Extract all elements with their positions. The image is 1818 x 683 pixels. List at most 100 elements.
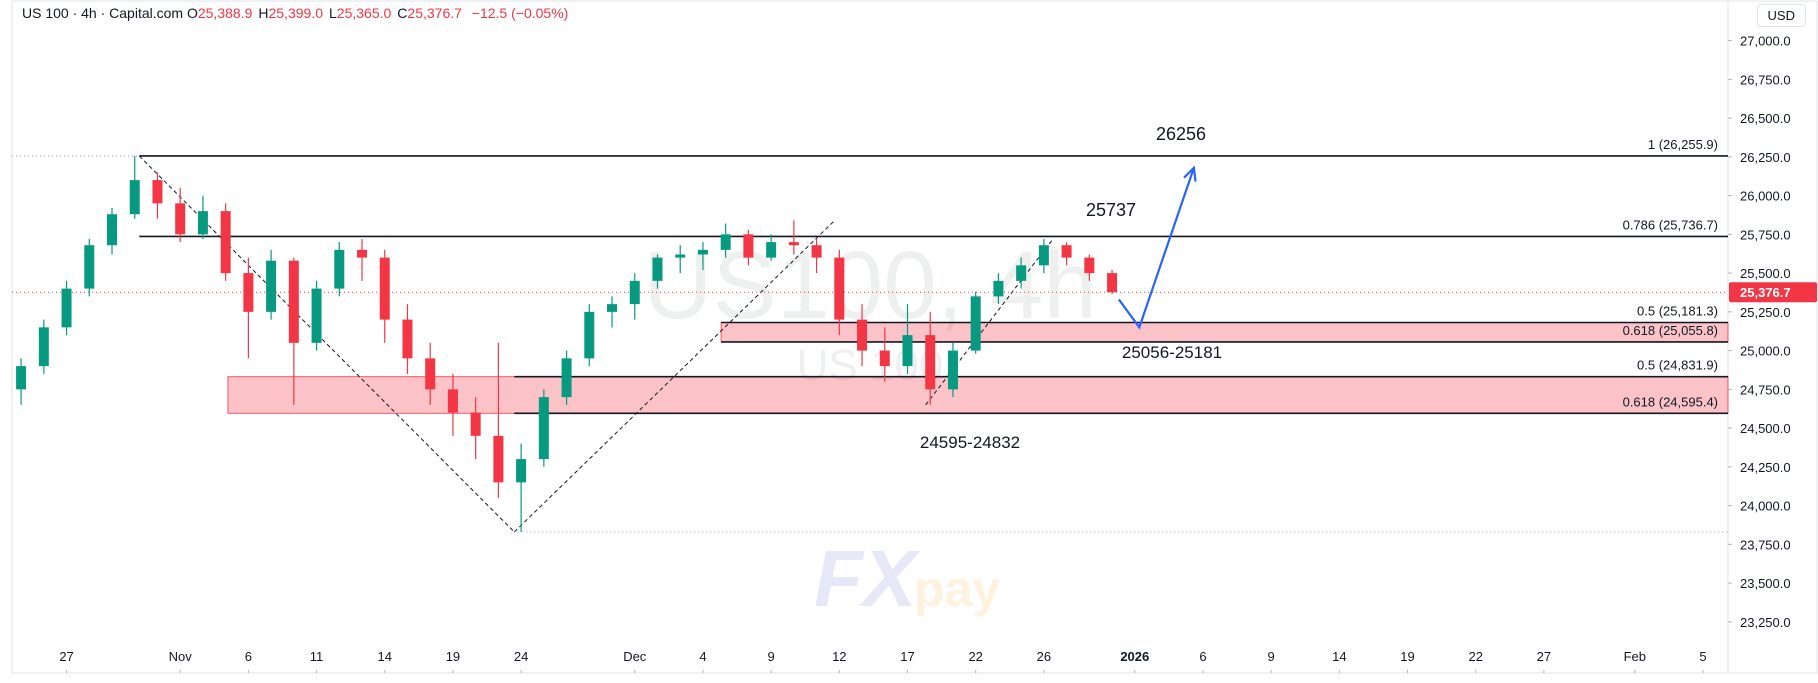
change: −12.5 (−0.05%) bbox=[471, 5, 569, 21]
candle-body bbox=[925, 335, 936, 390]
candle-body bbox=[879, 350, 890, 367]
candle-body bbox=[493, 435, 504, 483]
arrow-head bbox=[1183, 165, 1197, 182]
candle-body bbox=[675, 254, 686, 258]
candle-body bbox=[379, 257, 390, 320]
logo: FX bbox=[814, 534, 921, 623]
candle-body bbox=[61, 288, 72, 328]
currency-button[interactable]: USD bbox=[1756, 4, 1806, 27]
candle-body bbox=[652, 257, 663, 281]
candle-body bbox=[425, 358, 436, 390]
x-tick-label: 27 bbox=[1537, 649, 1551, 664]
watermark: US 100 bbox=[797, 341, 944, 390]
candle-body bbox=[834, 257, 845, 320]
y-tick-label: 24,000.0 bbox=[1740, 499, 1791, 514]
ohlc-key: O bbox=[186, 5, 198, 21]
candle-body bbox=[470, 412, 481, 436]
x-tick-label: 12 bbox=[832, 649, 846, 664]
candle-body bbox=[561, 358, 572, 398]
logo: pay bbox=[914, 561, 1000, 617]
candle-body bbox=[811, 245, 822, 258]
ohlc-value: 25,399.0 bbox=[268, 5, 323, 21]
fib-label: 1 (26,255.9) bbox=[1648, 137, 1718, 152]
candle-body bbox=[447, 389, 458, 413]
candle-body bbox=[788, 242, 799, 246]
x-tick-label: 19 bbox=[1400, 649, 1414, 664]
fib-label: 0.618 (25,055.8) bbox=[1623, 323, 1718, 338]
plot-frame bbox=[11, 0, 1818, 674]
candle-body bbox=[84, 245, 95, 289]
x-tick-label: 14 bbox=[378, 649, 392, 664]
candle-body bbox=[607, 304, 618, 312]
annotation: 24595-24832 bbox=[920, 433, 1020, 452]
fib-label: 0.5 (25,181.3) bbox=[1637, 304, 1718, 319]
x-tick-label: 9 bbox=[768, 649, 775, 664]
y-tick-label: 26,000.0 bbox=[1740, 189, 1791, 204]
y-tick-label: 27,000.0 bbox=[1740, 34, 1791, 49]
candle-body bbox=[220, 211, 231, 274]
x-tick-label: 4 bbox=[699, 649, 706, 664]
x-tick-label: 9 bbox=[1268, 649, 1275, 664]
annotation: 26256 bbox=[1156, 124, 1206, 144]
header: US 100 · 4h · Capital.com O25,388.9 H25,3… bbox=[22, 5, 574, 21]
candle-body bbox=[1061, 245, 1072, 258]
x-tick-label: 27 bbox=[59, 649, 73, 664]
y-tick-label: 24,250.0 bbox=[1740, 460, 1791, 475]
candle-body bbox=[697, 249, 708, 255]
y-tick-label: 26,750.0 bbox=[1740, 72, 1791, 87]
candle-body bbox=[629, 280, 640, 305]
candle-body bbox=[266, 260, 277, 312]
candle-body bbox=[334, 249, 345, 289]
symbol: US 100 · 4h · Capital.com bbox=[22, 5, 184, 21]
annotation: 25737 bbox=[1086, 200, 1136, 220]
candle-body bbox=[107, 214, 118, 246]
candle-body bbox=[129, 180, 140, 215]
candle-body bbox=[1107, 273, 1118, 293]
x-tick-label: Nov bbox=[169, 649, 193, 664]
candle-body bbox=[402, 319, 413, 359]
zone bbox=[720, 322, 1729, 343]
last-price-label: 25,376.7 bbox=[1740, 285, 1791, 300]
ohlc-value: 25,388.9 bbox=[197, 5, 253, 21]
y-tick-label: 25,250.0 bbox=[1740, 305, 1791, 320]
y-tick-label: 24,500.0 bbox=[1740, 421, 1791, 436]
x-tick-label: 6 bbox=[1199, 649, 1206, 664]
ohlc: O25,388.9 H25,399.0 L25,365.0 C25,376.7 bbox=[187, 5, 468, 21]
y-tick-label: 24,750.0 bbox=[1740, 382, 1791, 397]
y-tick-label: 23,250.0 bbox=[1740, 615, 1791, 630]
candle-body bbox=[16, 366, 27, 390]
trendline bbox=[513, 220, 836, 533]
y-tick-label: 23,750.0 bbox=[1740, 537, 1791, 552]
x-tick-label: 11 bbox=[310, 649, 324, 664]
x-tick-label: 24 bbox=[514, 649, 528, 664]
candle-body bbox=[1016, 265, 1027, 281]
x-tick-label: 22 bbox=[1468, 649, 1482, 664]
y-tick-label: 23,500.0 bbox=[1740, 576, 1791, 591]
candle-body bbox=[743, 234, 754, 258]
x-tick-label: 19 bbox=[446, 649, 460, 664]
candle-body bbox=[38, 327, 49, 367]
candle-body bbox=[857, 319, 868, 351]
x-tick-label: 22 bbox=[968, 649, 982, 664]
fib-label: 0.5 (24,831.9) bbox=[1637, 358, 1718, 373]
ohlc-key: C bbox=[397, 5, 408, 21]
y-tick-label: 25,000.0 bbox=[1740, 344, 1791, 359]
candle-body bbox=[720, 234, 731, 250]
y-tick-label: 25,500.0 bbox=[1740, 266, 1791, 281]
ohlc-key: H bbox=[258, 5, 269, 21]
ohlc-value: 25,376.7 bbox=[407, 5, 462, 21]
fib-label: 0.618 (24,595.4) bbox=[1623, 394, 1718, 409]
candle-body bbox=[243, 273, 254, 312]
candle-body bbox=[288, 260, 299, 343]
x-tick-label: 17 bbox=[900, 649, 914, 664]
x-tick-label: 5 bbox=[1699, 649, 1706, 664]
candle-body bbox=[766, 242, 777, 258]
candle-body bbox=[538, 397, 549, 460]
candle-body bbox=[175, 203, 186, 235]
candle-body bbox=[152, 180, 163, 204]
ohlc-key: L bbox=[328, 5, 337, 21]
x-tick-label: 6 bbox=[245, 649, 252, 664]
x-tick-label: Feb bbox=[1624, 649, 1646, 664]
x-tick-label: Dec bbox=[623, 649, 647, 664]
